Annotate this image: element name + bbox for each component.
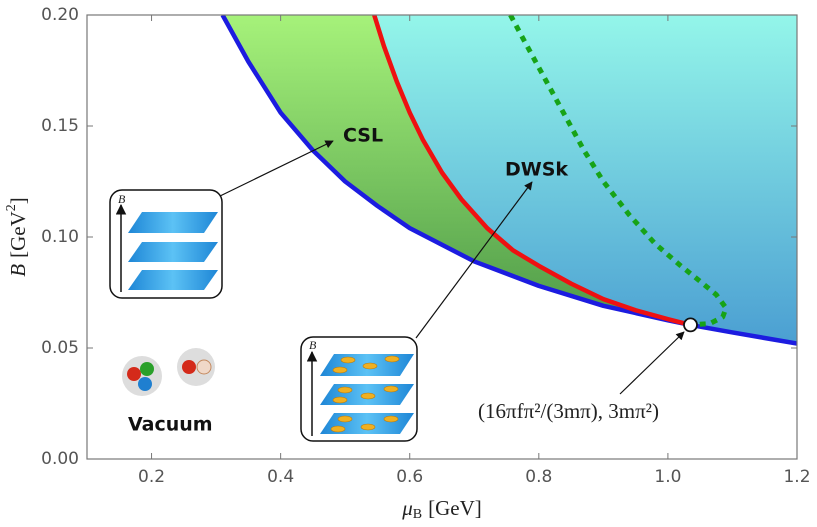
y-tick-label: 0.00 — [41, 449, 79, 469]
x-tick-label: 0.8 — [525, 467, 552, 487]
dwsk-region — [374, 15, 797, 344]
curve — [372, 15, 692, 328]
annotation: DWSk — [505, 159, 568, 181]
y-axis-label: ] — [6, 197, 30, 204]
csl-region — [222, 15, 691, 325]
y-tick-label: 0.10 — [41, 227, 79, 247]
x-axis-label: [GeV] — [428, 496, 482, 520]
arrow — [217, 140, 334, 198]
y-axis-label: B — [6, 264, 30, 277]
arrow — [619, 331, 685, 395]
curve — [508, 15, 729, 328]
y-axis-label: 2 — [4, 204, 19, 211]
x-tick-label: 0.2 — [138, 467, 165, 487]
y-tick-label: 0.15 — [41, 116, 79, 136]
x-axis-label: μB [GeV] — [401, 496, 482, 522]
y-tick-label: 0.20 — [41, 5, 79, 25]
x-tick-label: 0.4 — [267, 467, 294, 487]
x-tick-label: 0.6 — [396, 467, 423, 487]
y-axis-label: B [GeV2] — [4, 197, 30, 276]
y-axis-label: [GeV — [6, 211, 30, 258]
critical-point — [683, 317, 698, 333]
fills — [222, 15, 797, 344]
critical-point-label: (16πfπ²/(3mπ), 3mπ²) — [478, 399, 659, 423]
inset-label: B — [118, 192, 126, 206]
inset-label: B — [309, 338, 317, 352]
arrow — [415, 181, 533, 339]
annotation: Vacuum — [128, 414, 213, 436]
annotation: CSL — [343, 125, 383, 147]
x-axis-label: B — [413, 507, 422, 522]
vacuum-particles — [122, 348, 215, 396]
y-tick-label: 0.05 — [41, 338, 79, 358]
x-axis-label: μ — [401, 496, 413, 520]
csl-inset: B — [109, 189, 223, 299]
x-tick-label: 1.0 — [654, 467, 681, 487]
dwsk-inset: B — [300, 336, 418, 442]
x-tick-label: 1.2 — [783, 467, 810, 487]
